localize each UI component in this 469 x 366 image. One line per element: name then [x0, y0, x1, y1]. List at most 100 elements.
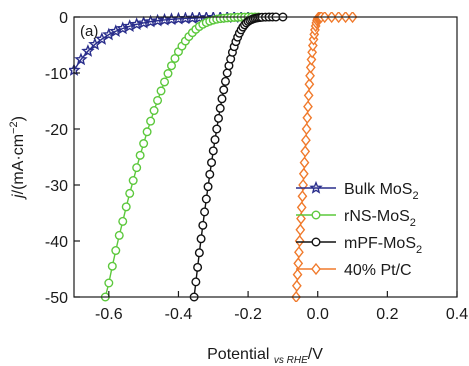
data-point: [210, 135, 220, 145]
y-tick-label: -30: [45, 178, 68, 195]
data-point: [139, 139, 149, 149]
data-point: [142, 127, 152, 137]
data-point: [132, 163, 142, 173]
data-point: [307, 39, 318, 52]
data-point: [294, 234, 305, 248]
data-point: [304, 78, 315, 91]
y-tick-label: -20: [45, 122, 68, 139]
data-point: [156, 86, 166, 96]
x-tick-label: 0.4: [446, 306, 468, 323]
data-point: [301, 122, 312, 136]
x-axis-label: Potential vs RHE/V: [207, 346, 323, 366]
legend-label: mPF-MoS2: [344, 235, 422, 256]
data-point: [128, 176, 138, 186]
y-tick-label: -10: [45, 66, 68, 83]
data-point: [193, 262, 203, 272]
series-line: [104, 16, 259, 298]
data-point: [296, 201, 307, 214]
data-point: [296, 212, 306, 225]
legend-label: 40% Pt/C: [344, 262, 412, 279]
y-axis-label: j/(mA·cm−2): [8, 116, 27, 200]
data-point: [219, 85, 229, 95]
x-tick-label: -0.2: [234, 306, 262, 323]
data-point: [198, 220, 208, 230]
data-point: [125, 188, 135, 198]
y-tick-label: 0: [59, 10, 68, 27]
data-point: [74, 52, 88, 66]
data-point: [295, 223, 306, 236]
x-tick-label: 0.0: [307, 306, 329, 323]
data-point: [102, 27, 116, 41]
data-point: [294, 246, 304, 259]
data-point: [208, 146, 218, 156]
data-point: [305, 61, 316, 74]
plot-frame: [73, 16, 458, 298]
axis-layer: -0.6 -0.4 -0.2 0.0 0.2 0.4 0 -10 -20 -30 -40 -50: [45, 10, 468, 323]
data-point: [300, 134, 311, 147]
data-point: [293, 257, 304, 270]
data-point: [303, 89, 314, 102]
x-tick-label: 0.2: [376, 306, 398, 323]
data-point: [109, 24, 123, 37]
legend-item: mPF-MoS2: [296, 235, 422, 256]
data-point: [215, 103, 225, 113]
legend-item: rNS-MoS2: [296, 208, 416, 229]
data-point: [149, 106, 159, 116]
data-point: [201, 194, 211, 204]
x-tick-label: -0.4: [165, 306, 193, 323]
data-point: [212, 124, 222, 134]
data-point: [207, 158, 217, 168]
y-tick-label: -50: [45, 290, 68, 307]
data-point: [222, 68, 232, 78]
data-point: [163, 69, 173, 79]
data-point: [213, 113, 223, 123]
data-point: [303, 100, 313, 113]
data-point: [107, 261, 117, 271]
series-40-pt-c: [291, 12, 358, 302]
data-point: [305, 69, 315, 82]
data-point: [194, 248, 204, 258]
data-point: [200, 207, 210, 217]
data-point: [104, 278, 114, 288]
data-point: [302, 111, 313, 124]
series-rns-mos2: [100, 12, 264, 302]
data-point: [300, 145, 311, 158]
legend: Bulk MoS2 rNS-MoS2 mPF-MoS2 40% Pt/C: [296, 180, 422, 279]
data-point: [196, 234, 206, 244]
data-point: [299, 156, 310, 169]
panel-label: (a): [80, 23, 98, 40]
series-layer: [69, 12, 358, 302]
y-tick-label: -40: [45, 234, 68, 251]
data-point: [146, 116, 156, 126]
data-point: [191, 277, 201, 287]
data-point: [306, 53, 317, 66]
data-point: [135, 150, 145, 160]
legend-item: 40% Pt/C: [296, 262, 412, 279]
data-point: [114, 230, 124, 240]
legend-marker: [311, 262, 321, 276]
data-point: [160, 77, 170, 87]
data-point: [292, 268, 303, 281]
legend-marker: [311, 210, 321, 220]
data-point: [297, 190, 308, 203]
data-point: [205, 169, 215, 179]
data-point: [203, 182, 213, 192]
data-point: [118, 216, 128, 226]
legend-label: Bulk MoS2: [344, 181, 419, 202]
data-point: [217, 94, 227, 104]
series-mpf-mos2: [189, 12, 288, 302]
data-point: [111, 246, 121, 256]
data-point: [170, 53, 180, 63]
legend-marker: [309, 180, 323, 194]
x-tick-label: -0.6: [95, 306, 123, 323]
data-point: [121, 202, 131, 212]
data-point: [298, 167, 309, 180]
data-point: [153, 95, 163, 105]
series-line: [193, 16, 283, 298]
legend-marker: [311, 237, 321, 247]
legend-label: rNS-MoS2: [344, 208, 416, 229]
data-point: [220, 76, 230, 86]
data-point: [291, 279, 302, 292]
data-point: [166, 61, 176, 71]
